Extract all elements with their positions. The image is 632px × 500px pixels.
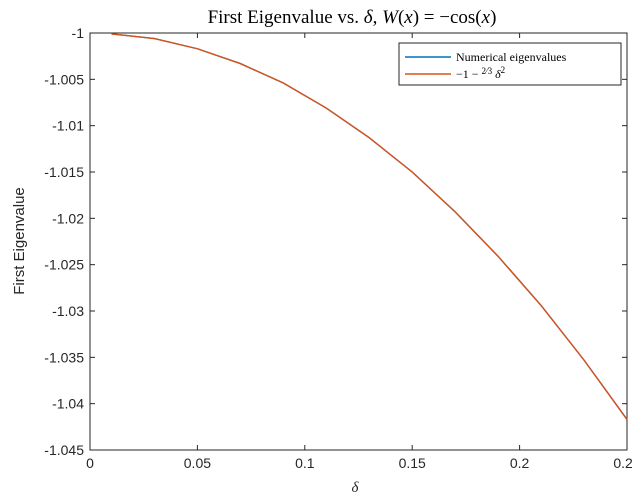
y-tick-label: -1.025 bbox=[44, 257, 84, 273]
y-tick-label: -1.005 bbox=[44, 71, 84, 87]
x-tick-label: 0.25 bbox=[613, 455, 632, 471]
y-axis-ticks: -1 -1.005 -1.01 -1.015 -1.02 -1.025 -1.03 -1.03… bbox=[44, 25, 627, 458]
fraction-two-thirds: 2 bbox=[482, 66, 487, 76]
x-tick-label: 0.2 bbox=[510, 455, 530, 471]
plot-area bbox=[89, 32, 628, 451]
legend-label-numerical: Numerical eigenvalues bbox=[456, 50, 567, 64]
series-line-approximation bbox=[111, 33, 628, 420]
x-tick-label: 0.1 bbox=[295, 455, 315, 471]
x-tick-label: 0.15 bbox=[399, 455, 426, 471]
x-tick-label: 0 bbox=[86, 455, 94, 471]
x-axis-label: δ bbox=[352, 480, 360, 496]
legend: Numerical eigenvalues −1 − 2⁄3 δ2 bbox=[398, 42, 622, 86]
y-tick-label: -1.04 bbox=[52, 396, 84, 412]
legend-label-approximation: −1 − 2⁄3 δ2 bbox=[456, 65, 505, 81]
chart-title: First Eigenvalue vs. δ, W(x) = −cos(x) bbox=[208, 7, 497, 28]
x-axis-ticks: 0 0.05 0.1 0.15 0.2 0.25 bbox=[86, 33, 632, 471]
x-tick-label: 0.05 bbox=[184, 455, 211, 471]
y-tick-label: -1.035 bbox=[44, 349, 84, 365]
y-tick-label: -1.01 bbox=[52, 118, 84, 134]
series-layer bbox=[111, 33, 628, 420]
y-tick-label: -1.03 bbox=[52, 303, 84, 319]
y-tick-label: -1.015 bbox=[44, 164, 84, 180]
legend-box bbox=[398, 42, 622, 86]
y-tick-label: -1.045 bbox=[44, 442, 84, 458]
y-tick-label: -1 bbox=[72, 25, 85, 41]
y-axis-label: First Eigenvalue bbox=[11, 187, 28, 295]
y-tick-label: -1.02 bbox=[52, 210, 84, 226]
